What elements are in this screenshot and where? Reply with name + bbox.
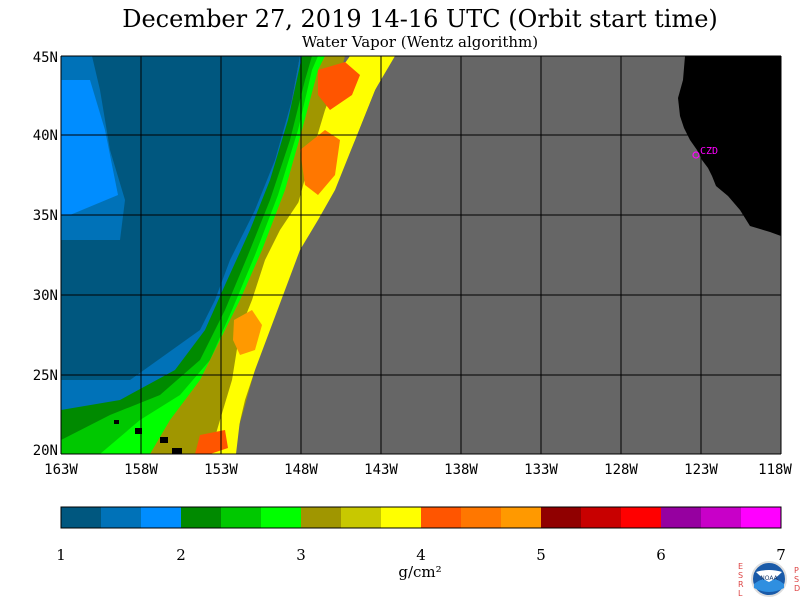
swath-band-11 (318, 62, 360, 110)
lat-label-40n: 40N (32, 128, 58, 144)
colorbar-swatch (61, 507, 102, 528)
lon-label-148w: 148W (284, 462, 318, 478)
colorbar-swatch (581, 507, 622, 528)
colorbar-swatch (501, 507, 542, 528)
colorbar-swatch (421, 507, 462, 528)
swath-band-8 (150, 56, 345, 454)
colorbar-swatch (741, 507, 782, 528)
lat-label-20n: 20N (32, 443, 58, 459)
chart-title: December 27, 2019 14-16 UTC (Orbit start… (122, 5, 718, 33)
logo-letter-r: R (738, 580, 744, 589)
colorbar-tick-6: 6 (656, 546, 666, 564)
land-mass (678, 56, 781, 236)
swath-band-12 (300, 130, 340, 195)
swath-band-6 (61, 56, 330, 454)
lat-label-35n: 35N (32, 208, 58, 224)
colorbar-swatch (261, 507, 302, 528)
lat-label-30n: 30N (32, 288, 58, 304)
lon-label-143w: 143W (364, 462, 398, 478)
colorbar-swatch (541, 507, 582, 528)
colorbar-units: g/cm² (398, 563, 442, 581)
noaa-logo-icon: NOAA (751, 561, 787, 597)
island (172, 448, 182, 454)
colorbar-tick-4: 4 (416, 546, 426, 564)
station-marker (692, 151, 700, 159)
swath-band-10 (210, 56, 392, 454)
lon-label-118w: 118W (758, 462, 792, 478)
colorbar-swatch (661, 507, 702, 528)
colorbar-swatch (701, 507, 742, 528)
logo-letter-s2: S (794, 575, 800, 584)
lon-label-158w: 158W (124, 462, 158, 478)
island (160, 437, 168, 443)
colorbar (61, 507, 782, 528)
lon-label-123w: 123W (684, 462, 718, 478)
island (114, 420, 119, 424)
swath-band-14 (195, 430, 228, 454)
chart-subtitle: Water Vapor (Wentz algorithm) (301, 33, 539, 51)
lon-label-163w: 163W (44, 462, 78, 478)
noaa-badge-text: NOAA (760, 575, 778, 582)
station-label: CZD (700, 146, 719, 157)
colorbar-tick-7: 7 (776, 546, 786, 564)
colorbar-tick-5: 5 (536, 546, 546, 564)
colorbar-tick-2: 2 (176, 546, 186, 564)
colorbar-swatch (221, 507, 262, 528)
swath-band-13 (233, 310, 262, 355)
colorbar-tick-3: 3 (296, 546, 306, 564)
colorbar-swatch (621, 507, 662, 528)
noaa-esrl-psd-logo: NOAA E S R L P S D (738, 558, 800, 600)
lon-label-138w: 138W (444, 462, 478, 478)
colorbar-swatch (101, 507, 142, 528)
colorbar-swatch (341, 507, 382, 528)
logo-letter-p: P (794, 566, 799, 575)
lon-label-133w: 133W (524, 462, 558, 478)
colorbar-frame (60, 506, 782, 529)
colorbar-swatch (141, 507, 182, 528)
logo-letter-l: L (738, 589, 743, 598)
swath-band-1 (61, 56, 300, 454)
lat-label-45n: 45N (32, 50, 58, 66)
swath-band-3 (61, 80, 118, 215)
colorbar-swatch (301, 507, 342, 528)
graticule (60, 55, 782, 455)
logo-letter-s: S (738, 571, 744, 580)
logo-letter-e: E (738, 562, 744, 571)
island (135, 428, 142, 434)
logo-letter-d: D (794, 584, 800, 593)
colorbar-tick-1: 1 (56, 546, 66, 564)
colorbar-swatch (381, 507, 422, 528)
colorbar-swatch (461, 507, 502, 528)
lon-label-128w: 128W (604, 462, 638, 478)
colorbar-swatch (181, 507, 222, 528)
lon-label-153w: 153W (204, 462, 238, 478)
lat-label-25n: 25N (32, 368, 58, 384)
